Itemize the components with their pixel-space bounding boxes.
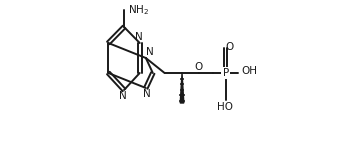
- Text: N: N: [146, 47, 153, 57]
- Text: O: O: [194, 62, 203, 72]
- Text: P: P: [223, 68, 229, 78]
- Text: N: N: [143, 89, 150, 99]
- Text: O: O: [225, 42, 234, 51]
- Text: OH: OH: [241, 66, 258, 76]
- Text: NH$_2$: NH$_2$: [128, 3, 149, 17]
- Text: N: N: [135, 32, 143, 42]
- Text: HO: HO: [217, 102, 233, 112]
- Text: N: N: [119, 91, 127, 101]
- Polygon shape: [180, 73, 184, 103]
